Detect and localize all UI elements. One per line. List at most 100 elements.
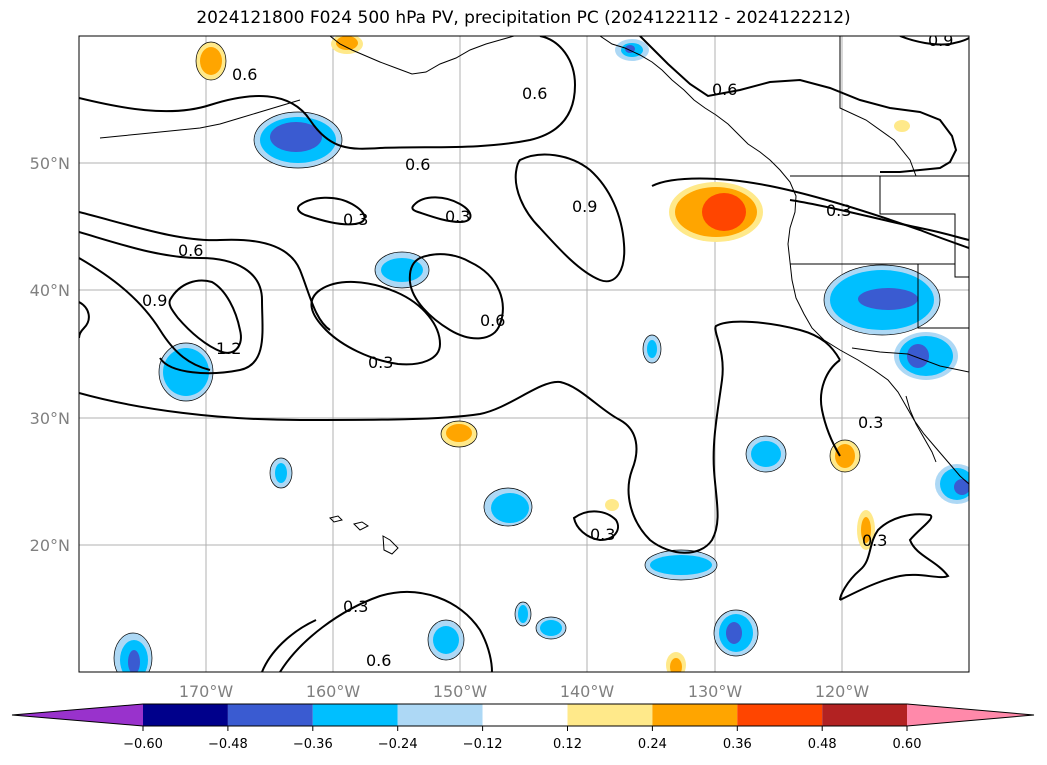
colorbar-segment <box>227 704 313 726</box>
map-area: 0.6 0.6 0.6 0.6 0.9 0.3 0.3 0.6 0.9 1.2 … <box>79 31 969 672</box>
lon-label-120w: 120°W <box>815 682 870 701</box>
pv-contours <box>79 36 969 672</box>
contour-label: 0.9 <box>928 31 953 50</box>
colorbar-segment <box>397 704 483 726</box>
contour-0.3-north-central <box>411 196 472 224</box>
contour-0.6-north <box>79 36 577 150</box>
precip-positive-south <box>666 652 686 672</box>
precip-negative-small-central <box>643 335 661 363</box>
gridlines <box>79 36 969 672</box>
contour-label: 0.6 <box>712 80 737 99</box>
contour-0.3-south <box>279 591 493 672</box>
contour-0.9-west <box>79 257 211 371</box>
colorbar-tick-label: −0.12 <box>463 737 503 752</box>
lon-label-140w: 140°W <box>560 682 615 701</box>
precip-negative-small-west <box>270 458 292 488</box>
colorbar-tick-label: 0.36 <box>723 737 752 752</box>
precip-positive-aleutian <box>196 42 226 80</box>
colorbar-segment <box>567 704 653 726</box>
colorbar-tick-label: −0.36 <box>293 737 333 752</box>
contour-label: 0.3 <box>368 353 393 372</box>
boundary-idaho <box>879 176 956 264</box>
contour-label: 0.9 <box>142 291 167 310</box>
longitude-labels: 170°W 160°W 150°W 140°W 130°W 120°W <box>179 682 870 701</box>
contour-0.3-north-west <box>296 196 366 226</box>
colorbar-segment <box>143 704 228 726</box>
precip-negative-small-south-1 <box>428 620 464 660</box>
precip-positive-alaska <box>331 36 363 54</box>
contour-0.3-northeast <box>651 177 969 249</box>
contour-label: 0.3 <box>445 207 470 226</box>
contour-0.6-central <box>408 253 504 340</box>
colorbar-tick-labels: −0.60 −0.48 −0.36 −0.24 −0.12 0.12 0.24 … <box>123 737 921 752</box>
precip-positive-baja <box>830 440 860 472</box>
precip-negative-sw-corner <box>114 633 152 672</box>
contour-label: 0.9 <box>572 197 597 216</box>
latitude-labels: 50°N 40°N 30°N 20°N <box>30 154 70 555</box>
colorbar-segment-extend-low <box>12 704 143 726</box>
contour-0.9-northeast <box>899 36 969 46</box>
contour-label: 1.2 <box>216 339 241 358</box>
contour-0.9-north-central <box>514 153 626 283</box>
colorbar-tick-label: 0.48 <box>808 737 837 752</box>
precip-negative-hawaii-ne <box>484 488 532 526</box>
contour-0.3-baja <box>820 359 841 457</box>
contour-label: 0.6 <box>480 311 505 330</box>
contour-label: 0.3 <box>826 201 851 220</box>
island-maui <box>353 521 369 531</box>
coastline-north-america <box>599 36 969 485</box>
colorbar-tick-label: 0.24 <box>638 737 667 752</box>
map-title: 2024121800 F024 500 hPa PV, precipitatio… <box>196 8 851 28</box>
coastlines <box>99 36 969 555</box>
lon-label-150w: 150°W <box>433 682 488 701</box>
colorbar-segment <box>737 704 823 726</box>
colorbar-segment <box>312 704 398 726</box>
contour-0.3-small <box>572 510 619 542</box>
precip-negative-california <box>824 265 940 335</box>
colorbar-tick-label: 0.60 <box>893 737 922 752</box>
precip-negative-south-central <box>714 610 758 656</box>
island-hawaii <box>382 535 399 555</box>
contour-label-group: 0.6 0.6 0.6 0.6 0.9 0.3 0.3 0.6 0.9 1.2 … <box>142 31 953 670</box>
contour-0.6-west <box>79 231 264 375</box>
lat-label-50n: 50°N <box>30 154 70 173</box>
contour-label: 0.3 <box>590 525 615 544</box>
lon-label-160w: 160°W <box>306 682 361 701</box>
colorbar-segment <box>652 704 738 726</box>
colorbar: −0.60 −0.48 −0.36 −0.24 −0.12 0.12 0.24 … <box>11 703 1035 752</box>
contour-1.2 <box>168 279 242 354</box>
contour-label: 0.6 <box>405 155 430 174</box>
map-frame <box>78 35 970 673</box>
contour-0.3-central <box>310 281 442 366</box>
colorbar-tick-label: 0.12 <box>553 737 582 752</box>
colorbar-segment <box>482 704 568 726</box>
precip-positive-small <box>605 499 619 511</box>
boundaries <box>790 36 969 373</box>
precip-positive-mexico <box>857 510 875 550</box>
precip-negative-small-south-3 <box>515 602 531 626</box>
precip-shading <box>114 36 969 672</box>
boundary-nevada <box>917 264 969 329</box>
contour-0.3-main <box>79 320 841 554</box>
colorbar-ticks <box>142 726 908 731</box>
precip-negative-gulf-alaska <box>254 112 342 168</box>
contour-label: 0.3 <box>343 210 368 229</box>
precip-positive-canada <box>894 120 910 132</box>
colorbar-tick-label: −0.48 <box>208 737 248 752</box>
boundary-us-mexico <box>851 347 969 373</box>
precip-negative-small-south-2 <box>536 617 566 639</box>
contour-0.3-mexico <box>839 513 950 601</box>
precip-negative-east-tropical <box>645 550 717 580</box>
lat-label-30n: 30°N <box>30 409 70 428</box>
coastline-baja-inner <box>905 395 937 463</box>
colorbar-tick-label: −0.24 <box>378 737 418 752</box>
lat-label-20n: 20°N <box>30 536 70 555</box>
precip-negative-east-mid <box>746 436 786 472</box>
contour-0.6-northeast <box>639 36 958 173</box>
island-oahu <box>329 515 343 523</box>
contour-label: 0.3 <box>858 413 883 432</box>
lat-label-40n: 40°N <box>30 281 70 300</box>
contour-label: 0.6 <box>366 651 391 670</box>
precip-positive-central <box>441 421 477 447</box>
